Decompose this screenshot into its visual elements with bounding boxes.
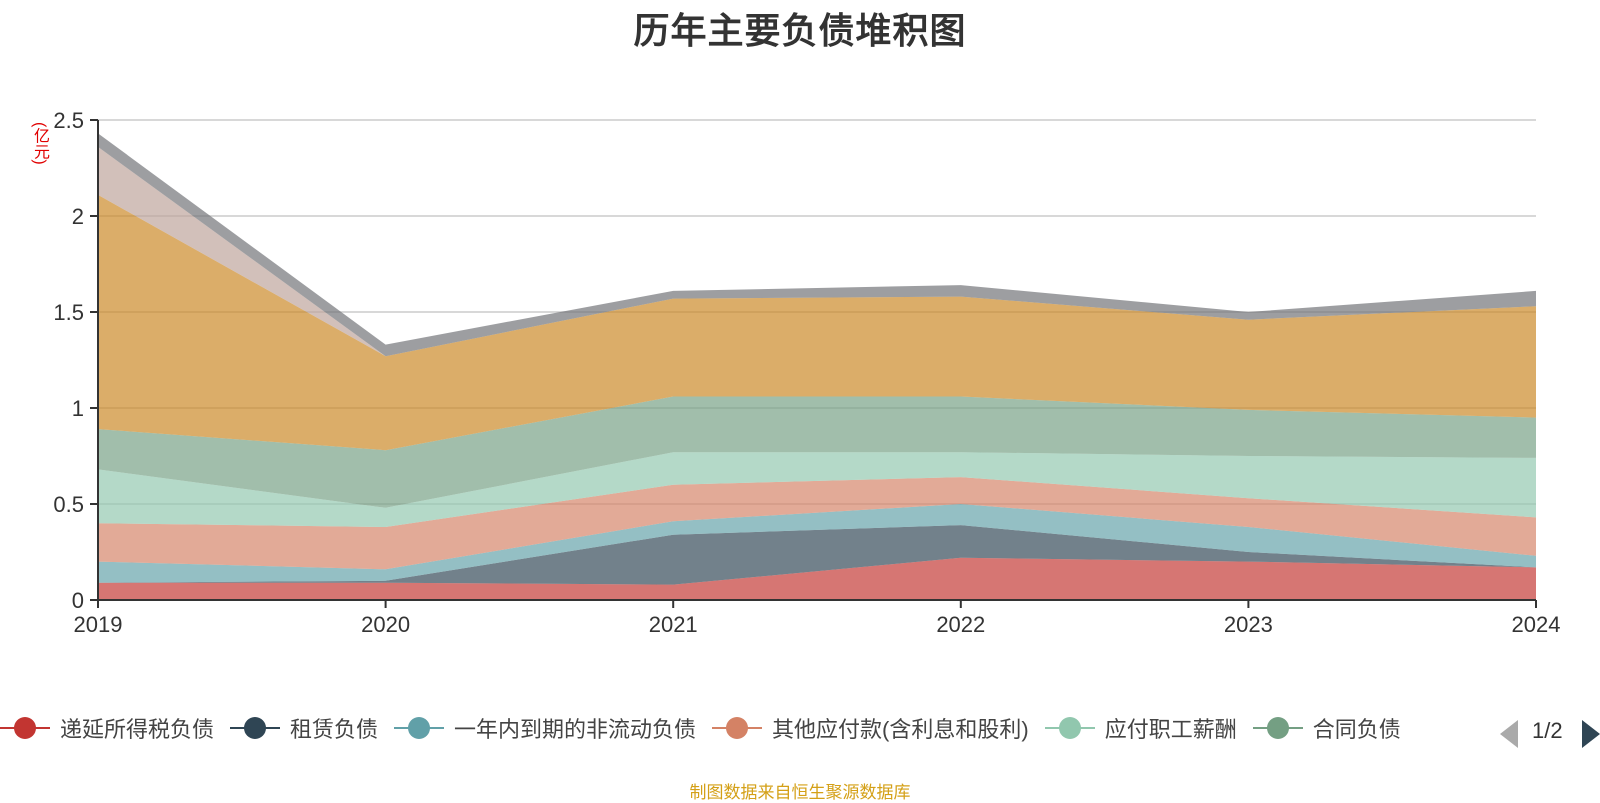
- y-tick-label: 0: [72, 588, 84, 613]
- x-tick-label: 2022: [936, 612, 985, 637]
- legend-item-label: 其他应付款(含利息和股利): [772, 717, 1029, 742]
- y-tick-label: 1: [72, 396, 84, 421]
- legend-item[interactable]: 一年内到期的非流动负债: [394, 712, 696, 744]
- y-tick-label: 1.5: [53, 300, 84, 325]
- legend-item[interactable]: 合同负债: [1252, 712, 1401, 744]
- area-series-3: [98, 504, 1536, 583]
- legend-item[interactable]: 租赁负债: [230, 712, 378, 744]
- legend-pager: 1/2: [1500, 716, 1600, 752]
- x-tick-label: 2020: [361, 612, 410, 637]
- x-tick-label: 2024: [1512, 612, 1561, 637]
- y-tick-label: 2.5: [53, 108, 84, 133]
- legend-marker-icon: [230, 716, 281, 740]
- legend-next-page-icon[interactable]: [1582, 720, 1600, 748]
- legend-marker-icon: [0, 716, 50, 740]
- area-series-4: [98, 477, 1536, 570]
- legend-marker-icon: [1252, 716, 1303, 740]
- area-series-2: [98, 525, 1536, 585]
- y-axis-unit-label: (亿元): [31, 122, 48, 165]
- legend-marker-icon: [394, 716, 445, 740]
- legend-item-label: 一年内到期的非流动负债: [454, 717, 697, 742]
- chart-legend: 递延所得税负债 租赁负债 一年内到期的非流动负债 其他应付款(含利息和股利) 应付职工薪…: [0, 712, 1480, 752]
- area-series-6: [98, 396, 1536, 508]
- legend-item-label: 应付职工薪酬: [1104, 717, 1237, 742]
- area-series-7: [98, 194, 1536, 451]
- x-tick-label: 2019: [74, 612, 123, 637]
- legend-item[interactable]: 应付职工薪酬: [1044, 712, 1237, 744]
- x-tick-label: 2021: [649, 612, 698, 637]
- area-series-5: [98, 452, 1536, 527]
- legend-item-label: 递延所得税负债: [60, 717, 215, 742]
- area-series-1: [98, 557, 1536, 600]
- stacked-area-chart: 0 0.5 1 1.5 2 2.5 2019 2020 2021 2022 2023 2024: [53, 108, 1561, 637]
- chart-title: 历年主要负债堆积图: [633, 10, 967, 51]
- legend-item[interactable]: 其他应付款(含利息和股利): [712, 712, 1029, 744]
- legend-item-label: 租赁负债: [290, 717, 379, 742]
- y-tick-label: 0.5: [53, 492, 84, 517]
- data-source-note: 制图数据来自恒生聚源数据库: [689, 783, 911, 802]
- y-tick-label: 2: [72, 204, 84, 229]
- legend-item[interactable]: 递延所得税负债: [0, 712, 214, 744]
- legend-prev-page-icon[interactable]: [1500, 720, 1518, 748]
- x-tick-label: 2023: [1224, 612, 1273, 637]
- legend-marker-icon: [1044, 716, 1095, 740]
- legend-page-indicator: 1/2: [1532, 718, 1563, 743]
- legend-marker-icon: [712, 716, 763, 740]
- legend-item-label: 合同负债: [1312, 717, 1401, 742]
